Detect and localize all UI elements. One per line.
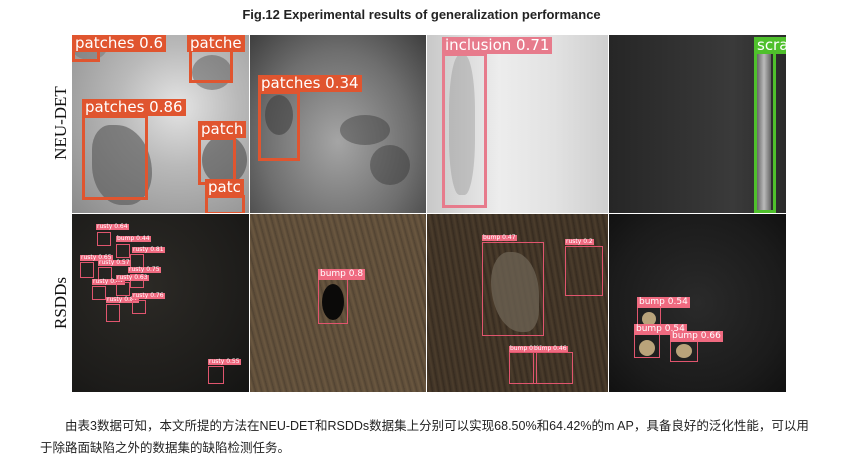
- row-label-neu-det: NEU-DET: [51, 86, 70, 160]
- detection-label: scra: [754, 37, 786, 54]
- detection-label: patches 0.34: [258, 75, 362, 92]
- detection-label: rusty 0.65: [80, 254, 113, 261]
- detection-label: inclusion 0.71: [442, 37, 553, 54]
- detection-label: rusty 0.2: [565, 238, 594, 245]
- caption-paragraph: 由表3数据可知，本文所提的方法在NEU-DET和RSDDs数据集上分别可以实现6…: [40, 419, 809, 455]
- detection-label: patches 0.86: [82, 99, 186, 116]
- detection-label: rusty 0.81: [132, 246, 165, 253]
- detection-label: rusty 0.75: [128, 266, 161, 273]
- figure-title: Fig.12 Experimental results of generaliz…: [242, 7, 601, 22]
- detection-label: rusty 0.63: [116, 274, 149, 281]
- rsdds-image-1: rusty 0.64 bump 0.44 rusty 0.81 rusty 0.…: [72, 214, 249, 392]
- detection-label: patch: [198, 121, 247, 138]
- detection-label: patches 0.6: [72, 35, 167, 52]
- detection-label: rusty 0.76: [132, 292, 165, 299]
- rsdds-image-4: bump 0.54 bump 0.54 bump 0.66: [609, 214, 786, 392]
- neu-det-image-2: patches 0.34: [250, 35, 426, 213]
- detection-label: rusty 0.55: [208, 358, 241, 365]
- detection-label: bump 0.54: [634, 324, 687, 335]
- detection-label: bump 0.54: [637, 297, 690, 308]
- rsdds-image-2: bump 0.8: [250, 214, 426, 392]
- neu-det-image-4: scra: [609, 35, 786, 213]
- detection-label: rusty 0.57: [98, 259, 131, 266]
- detection-label: patc: [205, 179, 244, 196]
- detection-label: rusty 0.64: [96, 223, 129, 230]
- row-label-rsdds: RSDDs: [51, 277, 70, 329]
- detection-label: rusty 0.81: [106, 296, 139, 303]
- detection-label: bump 0.46: [533, 345, 568, 352]
- detection-label: patche: [187, 35, 245, 52]
- detection-label: rusty 0.62: [92, 278, 125, 285]
- detection-label: bump 0.8: [318, 269, 366, 280]
- detection-label: bump 0.44: [116, 235, 151, 242]
- neu-det-image-3: inclusion 0.71: [427, 35, 608, 213]
- rsdds-image-3: bump 0.47 rusty 0.2 bump 0.48 bump 0.46: [427, 214, 608, 392]
- detection-label: bump 0.48: [509, 345, 544, 352]
- neu-det-image-1: patches 0.6 patche patches 0.86 patch pa…: [72, 35, 249, 213]
- detection-label: bump 0.47: [482, 234, 517, 241]
- detection-label: bump 0.66: [670, 331, 723, 342]
